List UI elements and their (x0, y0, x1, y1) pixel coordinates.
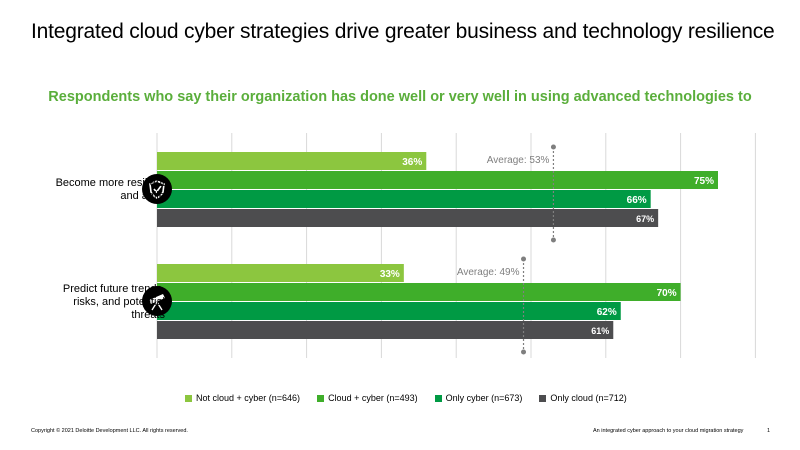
shield-outline (149, 180, 165, 199)
legend-swatch (317, 394, 325, 402)
chart-title: Respondents who say their organization h… (48, 89, 752, 105)
telescope-leg (156, 301, 163, 311)
bar (157, 283, 681, 301)
legend-swatch (185, 394, 192, 402)
bar (157, 264, 404, 282)
legend-label: Not cloud + cyber (n=646) (196, 393, 301, 403)
legend-item: Only cyber (n=673) (434, 393, 523, 403)
category-label-resilient: Become more resilient and agile (55, 177, 165, 202)
bar (157, 171, 718, 189)
average-label: Average: 53% (487, 155, 550, 166)
bar-value-label: 66% (627, 195, 647, 206)
bar-value-label: 75% (694, 176, 714, 187)
average-marker (521, 349, 527, 355)
legend-item: Only cloud (n=712) (539, 393, 627, 403)
bar (157, 190, 651, 208)
bar-value-label: 33% (380, 269, 400, 280)
bar-value-label: 70% (657, 288, 677, 299)
document-title: An integrated cyber approach to your clo… (593, 428, 744, 434)
bar-value-label: 67% (636, 214, 654, 224)
bar-value-label: 61% (591, 326, 609, 336)
check-mark (153, 185, 162, 194)
category-label-predict: Predict future trends, risks, and potent… (62, 283, 165, 321)
bar-value-label: 36% (402, 157, 422, 168)
page-number: 1 (767, 428, 771, 434)
chart-legend: Not cloud + cyber (n=646) Cloud + cyber … (185, 393, 627, 403)
legend-item: Cloud + cyber (n=493) (317, 393, 418, 403)
legend-item: Not cloud + cyber (n=646) (185, 393, 300, 403)
shield-check-icon (142, 174, 172, 204)
bar (157, 302, 621, 320)
bar (157, 152, 427, 170)
average-marker (550, 144, 556, 150)
legend-label: Only cyber (n=673) (445, 393, 523, 403)
legend-swatch (539, 394, 547, 402)
bar-value-label: 62% (597, 307, 617, 318)
telescope-leg (151, 301, 158, 311)
bar (157, 209, 659, 227)
copyright-text: Copyright © 2021 Deloitte Development LL… (31, 428, 188, 434)
legend-label: Cloud + cyber (n=493) (328, 393, 418, 403)
average-marker (550, 237, 556, 243)
telescope-tube (149, 294, 165, 304)
average-label: Average: 49% (457, 267, 520, 278)
page-title: Integrated cloud cyber strategies drive … (31, 20, 775, 43)
average-marker (521, 256, 527, 262)
legend-label: Only cloud (n=712) (550, 393, 627, 403)
bar (157, 321, 614, 339)
legend-swatch (434, 394, 442, 402)
